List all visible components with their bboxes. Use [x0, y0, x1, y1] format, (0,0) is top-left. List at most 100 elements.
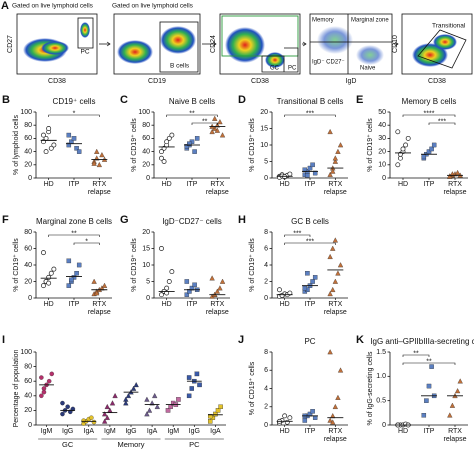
panel-label: H: [238, 214, 246, 226]
y-tick-label: 0: [264, 422, 268, 429]
y-tick-label: 100: [20, 349, 32, 356]
data-point: [302, 418, 308, 423]
x-tick-label-box: HD: [398, 181, 408, 188]
gate-label: PC: [80, 49, 89, 56]
y-tick-label: 60: [24, 378, 32, 385]
y-tick-label: 40: [378, 122, 386, 129]
significance-label: ****: [424, 110, 435, 117]
x-tick-label-box: IgA: [83, 428, 95, 435]
chart-title: PC: [304, 337, 315, 346]
y-tick-label: 60: [142, 135, 150, 142]
significance-label: ***: [306, 238, 314, 245]
x-tick-label-box: RTX relapse: [444, 181, 467, 196]
data-point: [169, 269, 175, 275]
data-point: [330, 419, 336, 425]
x-tick-label: ITP: [186, 181, 198, 188]
y-axis-label: % of CD19⁺ cells: [248, 361, 256, 415]
y-tick-label: 80: [142, 122, 150, 129]
chart-title: CD19⁺ cells: [53, 97, 96, 106]
data-point: [327, 417, 333, 423]
panel-label: B: [2, 94, 10, 106]
x-tick-label: RTX relapse: [205, 181, 229, 196]
y-tick-label: 0.5: [376, 398, 386, 405]
flow-x-label: CD38: [428, 78, 446, 85]
density: [160, 26, 196, 54]
flow-x-label: CD38: [251, 78, 269, 85]
gate-label: Naive: [360, 66, 376, 72]
data-point: [39, 393, 44, 399]
significance-bracket: [402, 354, 430, 357]
data-point: [184, 144, 190, 149]
y-tick-label: 60: [24, 245, 32, 252]
data-point: [287, 415, 293, 421]
x-tick-label: IgM: [40, 428, 53, 435]
y-tick-label: 80: [24, 363, 32, 370]
data-point: [102, 418, 108, 424]
data-point: [213, 411, 218, 417]
data-point: [332, 155, 338, 161]
data-point: [209, 275, 215, 281]
y-tick-label: 80: [24, 122, 32, 129]
significance-label: ***: [306, 110, 314, 117]
gate-label: GC: [270, 66, 280, 72]
x-tick-label: IgA: [83, 428, 95, 435]
density: [80, 22, 90, 38]
y-tick-label: 20: [142, 229, 150, 236]
y-tick-label: 0: [28, 295, 32, 302]
y-tick-label: 5: [146, 278, 150, 285]
data-point: [46, 274, 52, 280]
x-tick-label: IgM: [104, 428, 116, 435]
x-tick-label: HD: [161, 301, 172, 308]
data-point: [164, 139, 170, 145]
gating-note: Gated on live lymphoid cells: [112, 3, 194, 10]
y-tick-label: 20: [24, 278, 32, 285]
y-axis-label: % of CD19⁺ cells: [248, 238, 256, 292]
significance-label: **: [71, 230, 77, 237]
x-tick-label-box: HD: [280, 428, 290, 435]
gate: [310, 14, 392, 74]
data-point: [159, 292, 164, 298]
x-tick-label: RTX relapse: [323, 181, 347, 196]
data-point: [429, 146, 434, 152]
gate: [417, 29, 467, 69]
group-label: Memory: [117, 440, 144, 449]
x-tick-label-box: HD: [44, 301, 54, 308]
density: [225, 27, 265, 63]
data-point: [214, 127, 220, 133]
panel-label: F: [2, 214, 9, 226]
y-tick-label: 20: [260, 109, 268, 116]
data-point: [99, 285, 105, 291]
y-tick-label: 30: [378, 135, 386, 142]
data-point: [207, 419, 213, 424]
y-axis-label: % of CD19⁺ cells: [130, 238, 138, 292]
data-point: [123, 396, 129, 402]
data-point: [327, 291, 333, 297]
data-point: [431, 142, 437, 148]
data-point: [49, 371, 55, 377]
x-tick-label-box: RTX relapse: [324, 301, 347, 316]
x-tick-label-box: RTX relapse: [444, 428, 467, 443]
data-point: [330, 168, 336, 174]
x-tick-label: RTX relapse: [87, 301, 111, 316]
data-point: [66, 132, 72, 138]
data-point: [397, 155, 403, 161]
data-point: [454, 169, 461, 175]
data-point: [99, 152, 105, 158]
y-tick-label: 5: [264, 158, 268, 165]
data-point: [421, 413, 427, 418]
y-axis-label: % of CD19⁺ cells: [130, 118, 138, 172]
significance-bracket: [428, 122, 456, 125]
data-point: [133, 382, 139, 388]
significance-bracket: [402, 114, 456, 117]
data-point: [65, 404, 70, 409]
y-axis-label: % of CD19⁺ cells: [248, 118, 256, 172]
data-point: [94, 148, 100, 154]
panel-label: C: [120, 94, 128, 106]
data-point: [395, 129, 401, 135]
y-tick-label: 15: [142, 245, 150, 252]
data-point: [186, 375, 192, 380]
data-point: [159, 246, 164, 251]
data-point: [217, 119, 223, 125]
flow-x-label: CD19: [148, 78, 166, 85]
data-point: [310, 162, 315, 168]
